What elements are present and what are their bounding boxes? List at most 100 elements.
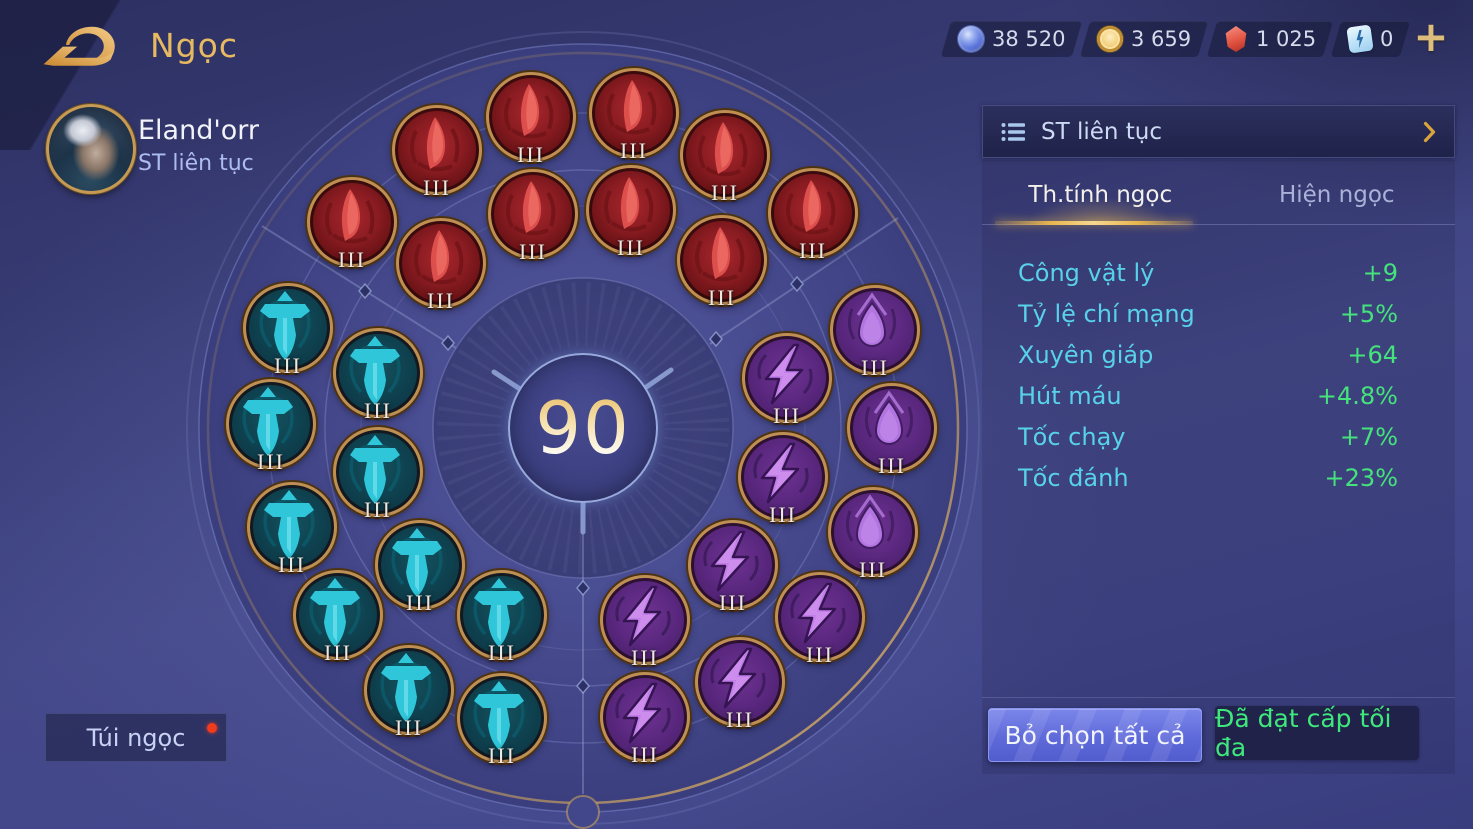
- gem-blade[interactable]: III: [392, 105, 482, 200]
- stat-label: Tốc chạy: [1018, 422, 1126, 451]
- stat-row: Tốc đánh +23%: [1018, 457, 1398, 498]
- gem-sword[interactable]: III: [333, 328, 423, 423]
- gem-tier: III: [257, 449, 285, 474]
- currency-value: 38 520: [992, 27, 1066, 51]
- gem-blade[interactable]: III: [486, 72, 576, 167]
- chevron-right-icon: [1423, 121, 1436, 142]
- gem-icon: [1224, 26, 1248, 52]
- gem-blade[interactable]: III: [680, 110, 770, 205]
- gem-sword[interactable]: III: [457, 570, 547, 665]
- gem-drop[interactable]: III: [847, 383, 937, 478]
- rune-bag-button[interactable]: Túi ngọc: [45, 713, 227, 762]
- rune-page-title: ST liên tục: [1041, 118, 1163, 145]
- gem-tier: III: [423, 175, 451, 200]
- gem-tier: III: [617, 235, 645, 260]
- stat-label: Tốc đánh: [1018, 463, 1129, 492]
- gem-sword[interactable]: III: [364, 645, 454, 740]
- gem-bolt[interactable]: III: [738, 432, 828, 527]
- stat-value: +64: [1347, 340, 1398, 369]
- gem-tier: III: [364, 398, 392, 423]
- rune-page-selector[interactable]: ST liên tục: [982, 105, 1455, 158]
- tab-runes[interactable]: Hiện ngọc: [1278, 182, 1395, 208]
- gem-blade[interactable]: III: [768, 168, 858, 263]
- gem-sword[interactable]: III: [226, 379, 316, 474]
- stat-row: Công vật lý +9: [1018, 252, 1398, 293]
- currency-value: 1 025: [1255, 27, 1316, 51]
- currency-value: 0: [1379, 27, 1394, 51]
- gem-blade[interactable]: III: [677, 215, 767, 310]
- stat-value: +5%: [1339, 299, 1398, 328]
- gem-bolt[interactable]: III: [775, 572, 865, 667]
- ticket-icon: [1346, 24, 1374, 54]
- currency-gem: 1 025: [1206, 21, 1333, 57]
- gem-drop[interactable]: III: [830, 285, 920, 380]
- gem-sword[interactable]: III: [457, 673, 547, 768]
- gem-tier: III: [278, 552, 306, 577]
- currency-coin: 3 659: [1080, 21, 1209, 57]
- gem-tier: III: [488, 743, 516, 768]
- gem-tier: III: [769, 502, 797, 527]
- stat-value: +4.8%: [1316, 381, 1398, 410]
- active-tab-underline: [995, 221, 1193, 225]
- gem-blade[interactable]: III: [586, 165, 676, 260]
- panel-tabs: Th.tính ngọc Hiện ngọc: [982, 168, 1455, 222]
- gem-bolt[interactable]: III: [742, 333, 832, 428]
- gem-blade[interactable]: III: [488, 169, 578, 264]
- gem-tier: III: [517, 142, 545, 167]
- stat-value: +9: [1362, 258, 1398, 287]
- stat-value: +23%: [1324, 463, 1398, 492]
- max-level-button[interactable]: Đã đạt cấp tối đa: [1215, 704, 1419, 762]
- currency-bar: 38 520 3 659 1 025 0: [940, 21, 1411, 57]
- currency-ticket: 0: [1330, 21, 1411, 57]
- stat-row: Hút máu +4.8%: [1018, 375, 1398, 416]
- gem-tier: III: [620, 138, 648, 163]
- gem-tier: III: [364, 497, 392, 522]
- gem-tier: III: [861, 355, 889, 380]
- gem-tier: III: [719, 590, 747, 615]
- rune-page-level: 90: [535, 386, 631, 470]
- list-icon: [1001, 122, 1025, 141]
- gem-sword[interactable]: III: [375, 520, 465, 615]
- gem-sword[interactable]: III: [243, 283, 333, 378]
- stat-label: Hút máu: [1018, 381, 1122, 410]
- app-logo-icon: [43, 26, 115, 66]
- stat-label: Xuyên giáp: [1018, 340, 1154, 369]
- gem-drop[interactable]: III: [828, 487, 918, 582]
- gem-sword[interactable]: III: [333, 427, 423, 522]
- page-title: Ngọc: [150, 26, 238, 65]
- gem-bolt[interactable]: III: [688, 520, 778, 615]
- gem-blade[interactable]: III: [396, 218, 486, 313]
- gem-tier: III: [395, 715, 423, 740]
- rune-bag-label: Túi ngọc: [86, 723, 186, 752]
- gem-tier: III: [726, 707, 754, 732]
- gem-bolt[interactable]: III: [600, 672, 690, 767]
- add-currency-button[interactable]: +: [1413, 12, 1449, 61]
- gem-blade[interactable]: III: [589, 68, 679, 163]
- stat-label: Công vật lý: [1018, 258, 1155, 287]
- gem-tier: III: [711, 180, 739, 205]
- player-build-label: ST liên tục: [138, 151, 254, 176]
- player-avatar[interactable]: [46, 104, 136, 194]
- gem-tier: III: [519, 239, 547, 264]
- gem-blade[interactable]: III: [307, 177, 397, 272]
- gem-bolt[interactable]: III: [600, 575, 690, 670]
- gem-tier: III: [274, 353, 302, 378]
- coin-icon: [1097, 26, 1124, 52]
- gem-bolt[interactable]: III: [695, 637, 785, 732]
- tab-stats[interactable]: Th.tính ngọc: [982, 168, 1219, 222]
- gem-tier: III: [406, 590, 434, 615]
- panel-divider: [982, 697, 1455, 698]
- gem-sword[interactable]: III: [247, 482, 337, 577]
- stat-row: Xuyên giáp +64: [1018, 334, 1398, 375]
- gem-sword[interactable]: III: [293, 570, 383, 665]
- deselect-all-button[interactable]: Bỏ chọn tất cả: [988, 708, 1202, 762]
- gem-tier: III: [806, 642, 834, 667]
- currency-orb: 38 520: [940, 21, 1083, 57]
- notification-dot-icon: [207, 723, 217, 733]
- gem-tier: III: [427, 288, 455, 313]
- stat-value: +7%: [1339, 422, 1398, 451]
- gem-tier: III: [631, 742, 659, 767]
- gem-tier: III: [324, 640, 352, 665]
- gem-tier: III: [878, 453, 906, 478]
